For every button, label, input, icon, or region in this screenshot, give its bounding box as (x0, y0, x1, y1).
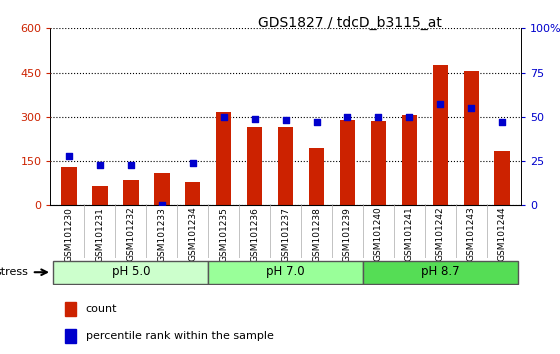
Point (374, 114, 383, 120)
Bar (92, 186, 108, 205)
Point (219, 114, 228, 120)
Text: pH 8.7: pH 8.7 (421, 265, 460, 278)
Bar (309, 148, 324, 205)
Point (157, 202, 166, 208)
Bar (278, 127, 293, 205)
FancyBboxPatch shape (208, 261, 363, 284)
Point (312, 119, 321, 125)
Bar (247, 127, 263, 205)
FancyBboxPatch shape (363, 261, 517, 284)
Bar (464, 71, 479, 205)
Bar (64, 302, 76, 316)
FancyBboxPatch shape (54, 261, 208, 284)
Point (343, 114, 352, 120)
Point (95, 162, 104, 167)
Point (498, 119, 507, 125)
Bar (340, 120, 355, 205)
Bar (61, 167, 77, 205)
Point (405, 114, 414, 120)
Bar (432, 65, 448, 205)
Point (127, 162, 136, 167)
Text: percentile rank within the sample: percentile rank within the sample (86, 331, 273, 341)
Bar (154, 173, 170, 205)
Point (467, 105, 476, 111)
Point (188, 160, 197, 166)
Point (64, 153, 73, 159)
Text: GDS1827 / tdcD_b3115_at: GDS1827 / tdcD_b3115_at (258, 16, 441, 30)
Text: stress: stress (0, 267, 29, 277)
Bar (371, 121, 386, 205)
Bar (185, 182, 200, 205)
Bar (494, 151, 510, 205)
Bar (64, 329, 76, 343)
Bar (216, 113, 231, 205)
Point (250, 116, 259, 121)
Text: pH 5.0: pH 5.0 (111, 265, 150, 278)
Point (281, 118, 290, 123)
Text: pH 7.0: pH 7.0 (267, 265, 305, 278)
Bar (402, 115, 417, 205)
Bar (123, 180, 139, 205)
Text: count: count (86, 304, 117, 314)
Point (436, 102, 445, 107)
